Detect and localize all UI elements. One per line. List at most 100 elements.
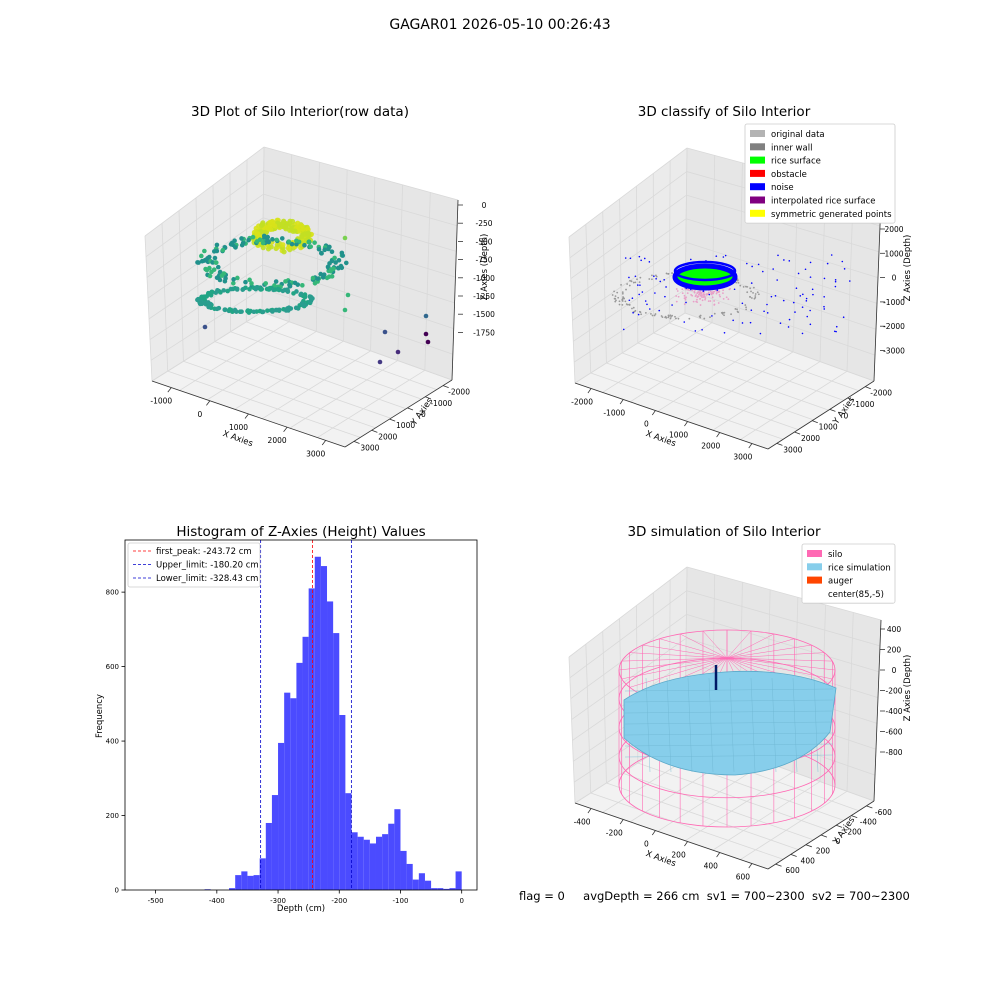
data-point [637, 284, 639, 286]
data-point [701, 299, 704, 302]
grid-line [317, 369, 426, 438]
histogram-bar [333, 633, 340, 890]
data-point [655, 275, 658, 278]
data-point [225, 288, 230, 294]
data-point [205, 292, 211, 297]
data-point [342, 307, 348, 313]
data-point [214, 306, 220, 312]
histogram-bar [375, 836, 383, 890]
data-point [750, 290, 752, 293]
data-point [671, 304, 673, 306]
data-point [622, 328, 625, 331]
data-point [763, 310, 765, 313]
panel3-title: Histogram of Z-Axies (Height) Values [176, 524, 425, 540]
y-axis-tick-label: -600 [875, 808, 892, 817]
y-axis-tick [794, 431, 801, 435]
rice-mesh-line [624, 710, 834, 714]
data-point [788, 260, 791, 262]
grid-line [343, 169, 348, 342]
data-point [723, 314, 725, 317]
data-point [648, 278, 651, 280]
grid-line [148, 240, 264, 320]
y-axis-tick [812, 420, 818, 424]
grid-line [574, 312, 686, 384]
data-point [713, 312, 716, 315]
data-point [621, 291, 624, 294]
data-point [675, 295, 678, 297]
histogram-bar [284, 692, 291, 890]
data-point [757, 293, 760, 296]
rice-mesh-line [624, 754, 834, 758]
data-point [792, 301, 795, 304]
data-point [664, 315, 667, 318]
data-point [251, 309, 257, 315]
grid-line [262, 240, 455, 304]
x-axis-tick [748, 863, 753, 869]
grid-line [657, 341, 767, 412]
grid-line [602, 211, 607, 364]
data-point [643, 257, 646, 260]
grid-line [684, 312, 875, 382]
data-point [772, 268, 774, 270]
data-point [202, 248, 207, 254]
data-point [823, 277, 826, 280]
data-point [787, 326, 790, 328]
data-point [750, 309, 753, 312]
grid-line [263, 170, 458, 227]
rice-mesh-line [813, 677, 819, 773]
data-point [199, 253, 204, 259]
data-point [797, 272, 800, 275]
data-point [835, 325, 838, 328]
data-point [259, 286, 265, 292]
data-point [632, 311, 634, 314]
grid-line [590, 792, 784, 860]
data-point [275, 286, 281, 292]
grid-line [195, 197, 200, 352]
x-axis-tick [587, 808, 592, 814]
x-axis-tick [244, 413, 249, 419]
data-point [757, 263, 760, 266]
z-axis-tick-label: -500 [475, 237, 492, 246]
data-point [735, 281, 738, 284]
grid-line [569, 171, 687, 259]
data-point [684, 298, 687, 301]
data-point [300, 283, 305, 288]
data-point [624, 257, 627, 259]
grid-line [573, 265, 686, 342]
legend-label: interpolated rice surface [771, 197, 876, 207]
y-axis-tick [865, 386, 871, 390]
data-point [802, 293, 804, 296]
data-point [745, 306, 747, 309]
data-point [308, 244, 314, 249]
z-axis-tick-label: 0 [892, 274, 897, 283]
grid-line [573, 289, 686, 363]
data-point [728, 288, 731, 291]
data-point [269, 218, 275, 225]
grid-line [685, 241, 878, 304]
data-point [229, 240, 235, 246]
data-point [655, 278, 657, 280]
data-point [749, 287, 752, 290]
data-point [636, 278, 638, 281]
data-point [276, 307, 282, 313]
legend-label: Lower_limit: -328.43 cm [156, 574, 258, 584]
histogram-bar [345, 793, 352, 890]
x-axis-tick [167, 387, 172, 393]
grid-line [150, 288, 263, 361]
data-point [282, 224, 288, 231]
grid-line [263, 193, 457, 252]
z-axis-tick-label: -3000 [883, 347, 905, 356]
data-point [727, 298, 730, 301]
data-point [696, 292, 699, 294]
grid-line [568, 566, 688, 658]
data-point [310, 275, 316, 281]
rice-mesh-line [624, 721, 834, 725]
data-point [206, 254, 212, 260]
data-point [327, 244, 332, 250]
legend-swatch [750, 156, 765, 164]
grid-line [653, 332, 844, 401]
histogram-bar [339, 715, 346, 890]
data-point [712, 290, 715, 293]
data-point [804, 268, 807, 271]
data-point [833, 330, 836, 333]
